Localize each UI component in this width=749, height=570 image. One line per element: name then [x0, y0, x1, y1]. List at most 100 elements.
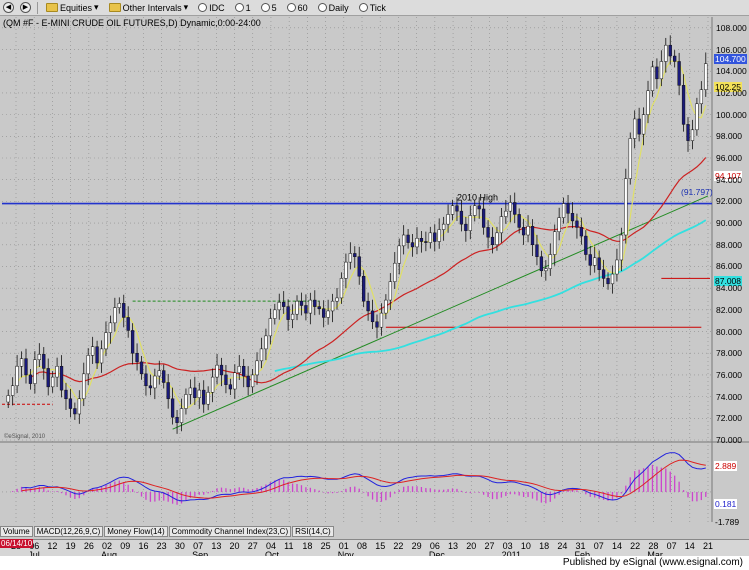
- candle-body: [619, 234, 624, 261]
- candle-body: [557, 217, 561, 233]
- date-axis-tick: 04: [265, 541, 276, 551]
- forward-arrow-icon[interactable]: ▶: [20, 2, 31, 13]
- date-axis-tick: 12: [47, 541, 58, 551]
- indicator-tab[interactable]: Commodity Channel Index(23,C): [168, 526, 292, 537]
- candle-body: [388, 281, 392, 301]
- price-chart[interactable]: 2010 High ©eSignal, 2010: [0, 0, 749, 540]
- candle-body: [317, 306, 321, 310]
- candle-body: [162, 370, 166, 383]
- indicator-tab[interactable]: Money Flow(14): [104, 526, 168, 537]
- candle-body: [99, 348, 104, 364]
- date-axis-tick: 06: [29, 541, 40, 551]
- candle-body: [499, 216, 504, 234]
- candle-body: [86, 355, 90, 375]
- price-axis-label: 96.000: [716, 153, 742, 163]
- other-intervals-menu[interactable]: Other Intervals ▾: [107, 1, 191, 15]
- equities-label: Equities: [60, 2, 93, 13]
- price-axis-label: 86.000: [716, 261, 742, 272]
- candle-body: [255, 360, 259, 376]
- macd-signal-line: [21, 459, 706, 499]
- interval-60[interactable]: 60: [285, 1, 310, 15]
- price-axis-label: 80.000: [716, 326, 742, 337]
- candle-body: [633, 118, 637, 139]
- candle-body: [548, 254, 552, 269]
- candle-body: [406, 234, 410, 243]
- interval-daily-label: Daily: [328, 2, 349, 13]
- candle-body: [268, 318, 273, 337]
- candle-body: [553, 231, 557, 255]
- candle-body: [704, 63, 708, 90]
- candle-body: [130, 330, 135, 354]
- candle-body: [650, 66, 655, 92]
- candle-body: [473, 205, 477, 216]
- date-axis-tick: 30: [174, 541, 185, 551]
- candle-body: [362, 275, 366, 302]
- candle-body: [415, 238, 419, 248]
- price-axis-label: 92.000: [716, 196, 742, 207]
- candle-body: [646, 90, 650, 115]
- date-axis-tick: 20: [466, 541, 477, 551]
- footer: Published by eSignal (www.esignal.com): [0, 556, 749, 570]
- candle-body: [339, 278, 344, 299]
- macd-value-marker: 2.889: [714, 461, 738, 471]
- date-axis-month: Dec: [428, 550, 445, 560]
- price-axis-label: 104.000: [716, 66, 747, 77]
- indicator-tab[interactable]: MACD(12,26,9,C): [33, 526, 104, 537]
- interval-5-label: 5: [271, 2, 277, 13]
- candle-body: [490, 236, 495, 246]
- candle-body: [606, 278, 610, 285]
- date-axis-month: Mar: [647, 550, 663, 560]
- date-axis-tick: 14: [611, 541, 622, 551]
- equities-menu[interactable]: Equities ▾: [44, 1, 101, 15]
- interval-1[interactable]: 1: [233, 1, 253, 15]
- interval-daily[interactable]: Daily: [316, 1, 351, 15]
- candle-body: [184, 394, 188, 409]
- candle-body: [366, 300, 370, 312]
- radio-icon: [234, 3, 244, 12]
- candle-body: [637, 118, 641, 135]
- candle-body: [313, 299, 317, 307]
- date-axis-tick: 15: [375, 541, 386, 551]
- candle-body: [290, 313, 295, 320]
- candle-body: [544, 268, 548, 272]
- candle-body: [446, 214, 450, 225]
- candle-body: [322, 308, 326, 318]
- interval-5[interactable]: 5: [259, 1, 279, 15]
- indicator-tab[interactable]: RSI(14,C): [292, 526, 334, 537]
- candle-body: [33, 359, 37, 384]
- candle-body: [157, 370, 161, 377]
- back-arrow-icon[interactable]: ◀: [3, 2, 14, 13]
- candle-body: [521, 227, 526, 236]
- candle-body: [575, 220, 579, 228]
- indicator-tab[interactable]: Volume: [0, 526, 33, 537]
- candle-body: [308, 299, 312, 314]
- candle-body: [139, 361, 144, 375]
- interval-60-label: 60: [297, 2, 308, 13]
- candle-body: [393, 262, 397, 282]
- date-axis-tick: 19: [65, 541, 76, 551]
- date-axis-tick: 13: [211, 541, 222, 551]
- price-axis-label: 78.000: [716, 348, 742, 359]
- candle-body: [615, 259, 619, 275]
- candle-body: [508, 202, 512, 212]
- candle-body: [210, 376, 215, 393]
- date-axis-tick: 16: [138, 541, 149, 551]
- candle-body: [242, 365, 246, 377]
- candle-body: [344, 261, 348, 279]
- date-axis-tick: 03: [502, 541, 513, 551]
- price-axis-label: 100.000: [716, 109, 747, 120]
- candle-body: [348, 253, 352, 263]
- candle-body: [188, 387, 193, 395]
- interval-idc[interactable]: IDC: [196, 1, 227, 15]
- candle-body: [237, 365, 241, 374]
- date-axis-tick: 26: [83, 541, 94, 551]
- candle-body: [535, 244, 539, 257]
- date-axis-tick: 31: [575, 541, 586, 551]
- candle-body: [95, 346, 99, 364]
- candle-body: [175, 416, 179, 423]
- candle-body: [108, 322, 113, 333]
- interval-tick[interactable]: Tick: [357, 1, 388, 15]
- candle-body: [6, 395, 10, 403]
- candle-body: [37, 354, 41, 360]
- ma-fast-marker: 102.25: [714, 82, 742, 92]
